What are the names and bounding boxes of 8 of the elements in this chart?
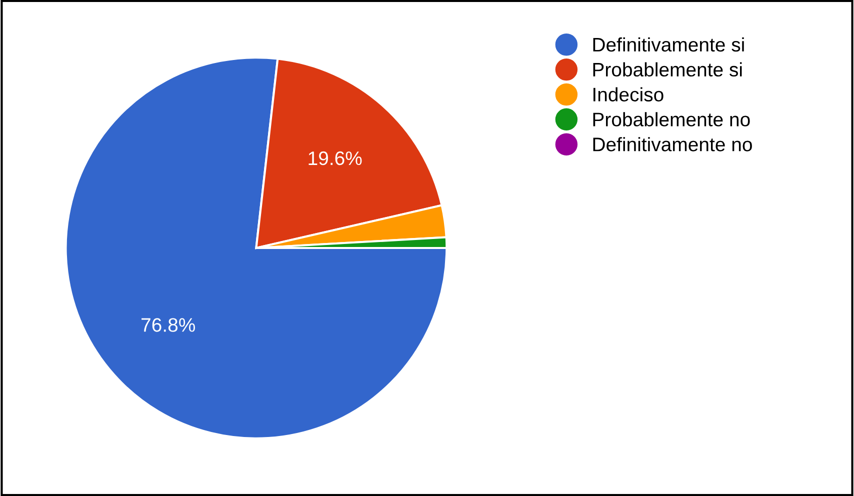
legend-label: Definitivamente si	[593, 37, 744, 52]
pie-slice	[64, 56, 448, 440]
legend-label: Definitivamente no	[593, 137, 752, 152]
legend-label: Probablemente si	[593, 62, 742, 77]
legend-label: Probablemente no	[593, 112, 750, 126]
data-label: 76.8%	[142, 318, 195, 332]
legend-label: Indeciso	[594, 87, 664, 102]
data-label: 19.6%	[308, 151, 362, 166]
